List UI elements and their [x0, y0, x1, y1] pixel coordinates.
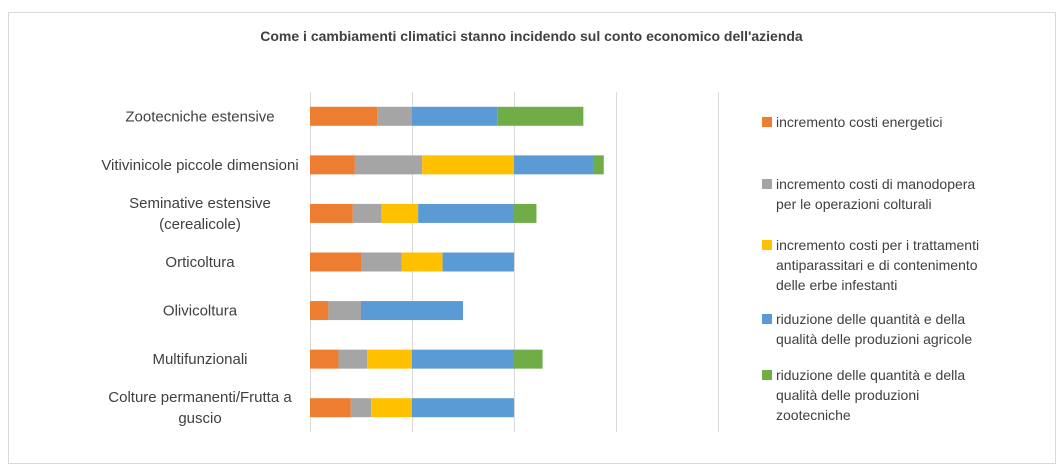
bar-segment-2-2 [381, 203, 419, 223]
bar-segment-2-3 [418, 203, 514, 223]
bar-segment-6-1 [350, 398, 372, 418]
legend-label-1: incremento costi di manodopera per le ope… [776, 176, 975, 212]
legend-swatch-2 [762, 240, 772, 250]
legend-swatch-4 [762, 370, 772, 380]
bar-segment-2-1 [352, 203, 382, 223]
legend-swatch-3 [762, 314, 772, 324]
category-labels: Zootecniche estensive Vitivinicole piccol… [101, 108, 298, 427]
bar-segment-5-3 [412, 349, 514, 369]
bar-segment-1-2 [422, 155, 514, 175]
bar-segment-6-0 [310, 398, 351, 418]
bar-segment-3-1 [361, 252, 402, 272]
bar-segment-1-0 [310, 155, 355, 175]
bar-segment-4-1 [328, 301, 361, 321]
bar-segment-4-3 [361, 301, 463, 321]
category-label-5: Multifunzionali [152, 351, 247, 368]
bar-segment-3-2 [401, 252, 443, 272]
bar-segment-5-0 [310, 349, 339, 369]
category-label-4: Olivicoltura [163, 303, 238, 320]
bar-segment-1-4 [593, 155, 604, 175]
bar-segment-0-3 [412, 106, 498, 126]
bar-segment-2-0 [310, 203, 353, 223]
bar-segment-0-1 [377, 106, 412, 126]
legend-label-4: riduzione delle quantità e della qualità … [776, 367, 965, 423]
bar-segment-1-3 [514, 155, 594, 175]
bars [310, 106, 604, 418]
bar-segment-1-1 [354, 155, 423, 175]
category-label-0: Zootecniche estensive [125, 108, 274, 125]
legend: incremento costi energetici incremento co… [762, 114, 979, 423]
legend-label-0: incremento costi energetici [776, 114, 943, 130]
bar-segment-5-1 [338, 349, 368, 369]
chart-frame [8, 12, 1056, 464]
legend-label-3: riduzione delle quantità e della qualità … [776, 311, 972, 347]
bar-segment-5-2 [367, 349, 412, 369]
legend-label-2: incremento costi per i trattamenti antipa… [776, 237, 979, 293]
category-label-3: Orticoltura [165, 254, 235, 271]
legend-swatch-1 [762, 179, 772, 189]
bar-segment-2-4 [514, 203, 537, 223]
bar-segment-4-0 [310, 301, 329, 321]
chart-title: Come i cambiamenti climatici stanno inci… [260, 28, 803, 44]
legend-swatch-0 [762, 117, 772, 127]
bar-segment-6-2 [371, 398, 412, 418]
bar-segment-6-3 [412, 398, 514, 418]
bar-segment-0-0 [310, 106, 378, 126]
bar-segment-5-4 [514, 349, 543, 369]
bar-segment-3-0 [310, 252, 361, 272]
category-label-2: Seminative estensive (cerealicole) [129, 195, 271, 233]
category-label-6: Colture permanenti/Frutta a guscio [108, 389, 292, 427]
category-label-1: Vitivinicole piccole dimensioni [101, 157, 298, 174]
bar-segment-0-4 [497, 106, 584, 126]
bar-segment-3-3 [442, 252, 514, 272]
